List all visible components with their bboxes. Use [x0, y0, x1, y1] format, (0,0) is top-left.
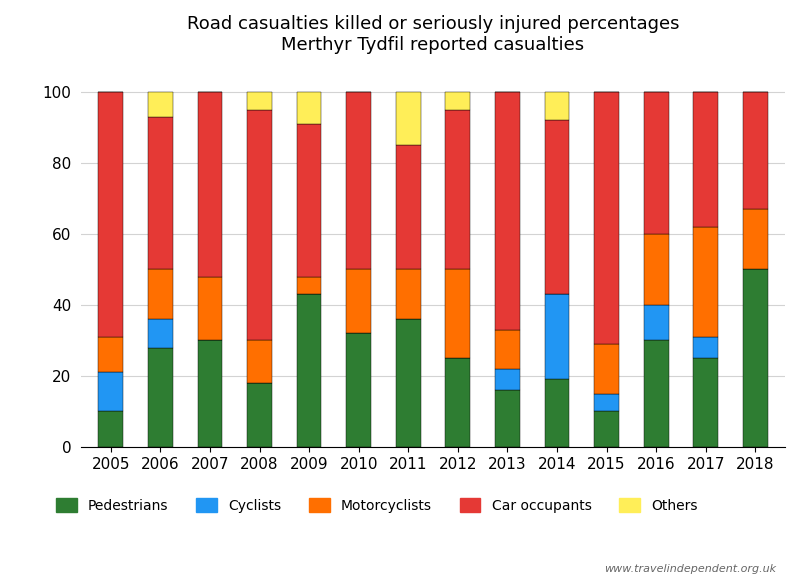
- Bar: [98, 337, 123, 372]
- Bar: [545, 379, 570, 447]
- Bar: [247, 110, 272, 340]
- Bar: [346, 334, 371, 447]
- Bar: [446, 110, 470, 270]
- Bar: [198, 277, 222, 340]
- Bar: [545, 92, 570, 121]
- Bar: [396, 146, 421, 270]
- Bar: [694, 227, 718, 337]
- Bar: [743, 92, 768, 209]
- Bar: [396, 319, 421, 447]
- Bar: [148, 92, 173, 117]
- Bar: [148, 347, 173, 447]
- Bar: [694, 358, 718, 447]
- Bar: [644, 92, 669, 234]
- Bar: [247, 340, 272, 383]
- Bar: [297, 124, 322, 277]
- Bar: [644, 305, 669, 340]
- Bar: [644, 340, 669, 447]
- Bar: [644, 234, 669, 305]
- Bar: [446, 92, 470, 110]
- Bar: [396, 270, 421, 319]
- Bar: [98, 372, 123, 411]
- Bar: [594, 394, 619, 411]
- Bar: [247, 92, 272, 110]
- Bar: [743, 209, 768, 270]
- Text: www.travelindependent.org.uk: www.travelindependent.org.uk: [604, 564, 776, 574]
- Bar: [148, 270, 173, 319]
- Bar: [446, 270, 470, 358]
- Bar: [198, 340, 222, 447]
- Bar: [247, 383, 272, 447]
- Bar: [446, 358, 470, 447]
- Bar: [297, 294, 322, 447]
- Bar: [297, 277, 322, 294]
- Bar: [346, 270, 371, 333]
- Bar: [495, 390, 520, 447]
- Bar: [694, 92, 718, 227]
- Bar: [346, 92, 371, 270]
- Bar: [148, 319, 173, 347]
- Bar: [495, 92, 520, 330]
- Bar: [148, 117, 173, 270]
- Bar: [396, 92, 421, 146]
- Bar: [594, 92, 619, 344]
- Bar: [594, 344, 619, 394]
- Bar: [545, 294, 570, 379]
- Bar: [743, 270, 768, 447]
- Legend: Pedestrians, Cyclists, Motorcyclists, Car occupants, Others: Pedestrians, Cyclists, Motorcyclists, Ca…: [50, 492, 703, 518]
- Bar: [594, 411, 619, 447]
- Bar: [297, 92, 322, 124]
- Bar: [198, 92, 222, 277]
- Bar: [98, 92, 123, 337]
- Bar: [694, 337, 718, 358]
- Bar: [495, 330, 520, 369]
- Title: Road casualties killed or seriously injured percentages
Merthyr Tydfil reported : Road casualties killed or seriously inju…: [186, 15, 679, 54]
- Bar: [98, 411, 123, 447]
- Bar: [545, 121, 570, 294]
- Bar: [495, 369, 520, 390]
